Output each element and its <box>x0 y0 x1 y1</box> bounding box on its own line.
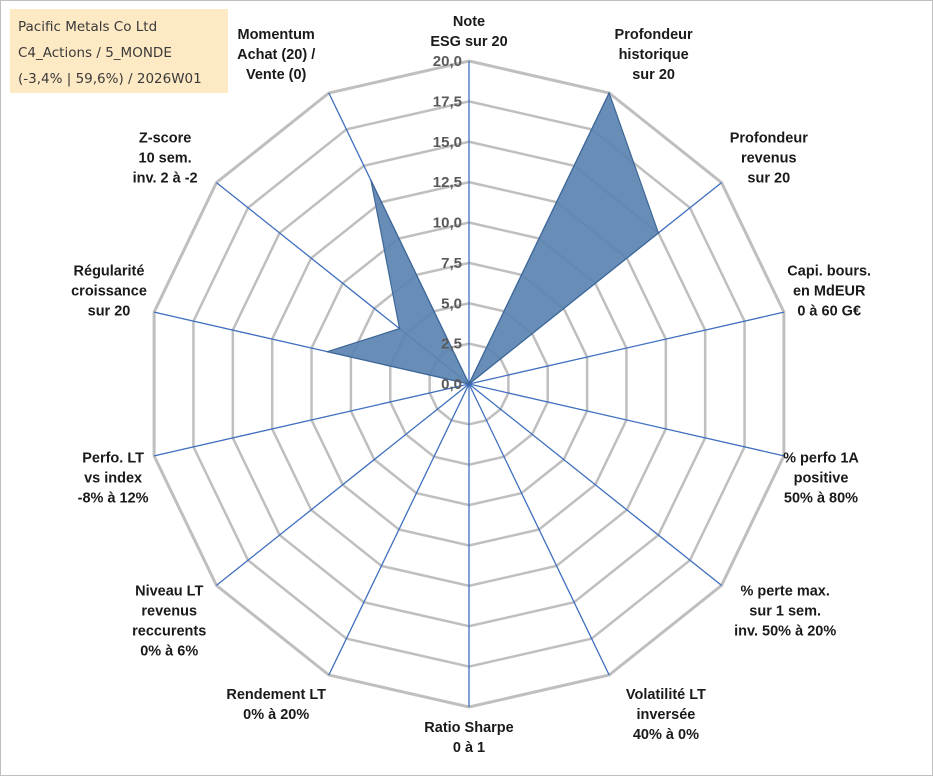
axis-label: Note ESG sur 20 <box>430 14 507 50</box>
series-area <box>326 92 660 385</box>
portfolio-name: C4_Actions / 5_MONDE <box>18 45 172 61</box>
tick-label: 2,5 <box>441 336 462 353</box>
tick-label: 0,0 <box>441 376 462 393</box>
axis-label: Momentum Achat (20) / Vente (0) <box>237 27 315 83</box>
tick-label: 20,0 <box>433 53 462 70</box>
tick-label: 17,5 <box>433 93 462 110</box>
performance-summary: (-3,4% | 59,6%) / 2026W01 <box>18 71 202 87</box>
series-polygon <box>326 92 659 385</box>
tick-label: 5,0 <box>441 295 462 312</box>
axis-label: Volatilité LT inversée 40% à 0% <box>626 687 706 743</box>
axis-label: Perfo. LT vs index -8% à 12% <box>78 451 149 507</box>
axis-spoke <box>153 383 470 457</box>
axis-label: % perfo 1A positive 50% à 80% <box>783 451 859 507</box>
axis-spoke <box>468 383 722 586</box>
axis-label: Z-score 10 sem. inv. 2 à -2 <box>133 131 198 187</box>
axis-label: Profondeur revenus sur 20 <box>730 131 808 187</box>
axis-label: Niveau LT revenus reccurents 0% à 6% <box>132 583 206 659</box>
axis-spoke <box>468 383 785 457</box>
series-point <box>608 92 610 94</box>
axis-spoke <box>468 383 610 676</box>
tick-label: 10,0 <box>433 215 462 232</box>
axis-label: Rendement LT 0% à 20% <box>226 687 326 723</box>
series-point <box>468 383 470 385</box>
series-point <box>657 232 660 234</box>
tick-label: 12,5 <box>433 174 462 191</box>
series-point <box>326 350 329 353</box>
series-point <box>398 327 401 330</box>
company-name: Pacific Metals Co Ltd <box>18 19 158 35</box>
info-box: Pacific Metals Co Ltd C4_Actions / 5_MON… <box>10 9 228 93</box>
axis-label: Régularité croissance sur 20 <box>71 263 147 319</box>
axis-label: % perte max. sur 1 sem. inv. 50% à 20% <box>734 583 836 639</box>
series-point <box>370 179 372 182</box>
axis-spoke <box>468 311 785 385</box>
axis-label: Capi. bours. en MdEUR 0 à 60 G€ <box>787 263 871 319</box>
tick-label: 15,0 <box>433 134 462 151</box>
axis-spoke <box>328 383 470 676</box>
axis-spoke <box>216 383 470 586</box>
axis-label: Ratio Sharpe 0 à 1 <box>424 720 513 756</box>
axis-labels: Note ESG sur 20 Profondeur historique sur 20… <box>71 14 871 756</box>
tick-labels: 0,0 2,5 5,0 7,5 10,0 12,5 15,0 17,5 20,0 <box>433 53 462 393</box>
axis-label: Profondeur historique sur 20 <box>615 27 693 83</box>
tick-label: 7,5 <box>441 255 462 272</box>
